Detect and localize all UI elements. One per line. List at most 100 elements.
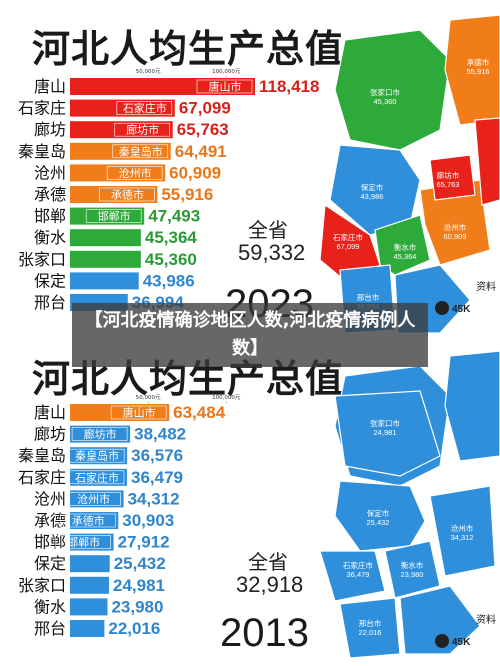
chart-panel-2023: 河北人均生产总值 张家口市 45,360 承德市 55,916 保定市 43,986 石家庄…	[17, 14, 500, 333]
scale-axis: 50,000元 100,000元	[136, 68, 241, 78]
bar-inner-label: 唐山市	[209, 80, 242, 94]
bar-row: 沧州 沧州市 34,312	[34, 489, 180, 508]
value-label: 24,981	[113, 576, 165, 595]
bar-inner-label: 石家庄市	[75, 470, 119, 484]
category-label: 唐山	[34, 403, 66, 422]
bar-label-box	[68, 470, 125, 485]
overlay-title: 【河北疫情确诊地区人数,河北疫情病例人数】	[72, 303, 428, 367]
bar-label-box	[116, 101, 173, 115]
map-label-name: 沧州市	[444, 222, 467, 232]
bar	[70, 512, 119, 529]
value-label: 45,360	[145, 250, 197, 269]
scale-label: 100,000元	[212, 394, 241, 401]
bar-label-box	[112, 144, 169, 159]
map-label-name: 张家口市	[370, 418, 400, 428]
bar-row: 保定 43,986	[34, 271, 195, 290]
bar	[70, 447, 128, 465]
value-label: 60,909	[169, 163, 221, 182]
bar	[70, 250, 141, 268]
bar	[70, 121, 173, 139]
value-label: 64,491	[175, 142, 227, 161]
bar	[70, 99, 175, 117]
value-label: 25,432	[114, 554, 166, 573]
bar-row: 石家庄 石家庄市 36,479	[18, 468, 183, 487]
category-label: 唐山	[34, 77, 66, 96]
map-label-value: 55,916	[467, 67, 490, 76]
badge-text: 45K	[452, 304, 471, 315]
bar-label-box	[106, 166, 163, 180]
bar-chart-2013: 张家口市24,981保定市25,432石家庄市36,479衡水市23,980沧州…	[18, 350, 500, 659]
map-label-name: 廊坊市	[437, 170, 460, 180]
map-label-value: 43,986	[361, 192, 384, 201]
bar-label-box	[65, 492, 121, 506]
map-label-name: 沧州市	[451, 523, 474, 533]
map-region	[399, 585, 481, 655]
map-region	[334, 29, 451, 151]
bar	[70, 576, 110, 594]
map-region	[429, 154, 476, 201]
category-label: 石家庄	[18, 99, 66, 118]
bar	[70, 78, 255, 95]
bar-inner-label: 承德市	[72, 514, 105, 528]
bar-label-box	[99, 187, 155, 202]
bar-inner-label: 邯郸市	[67, 535, 100, 549]
bar	[70, 404, 170, 421]
bar-inner-label: 秦皇岛市	[75, 449, 119, 463]
map-label-name: 衡水市	[401, 560, 424, 570]
category-label: 廊坊	[34, 425, 66, 444]
bar-row: 保定 25,432	[34, 554, 166, 573]
bar-row: 邯郸 邯郸市 47,493	[34, 207, 200, 226]
map-label-name: 石家庄市	[333, 232, 363, 242]
bar-inner-label: 唐山市	[123, 406, 156, 420]
value-label: 22,016	[108, 619, 160, 638]
bar-row: 秦皇岛 秦皇岛市 36,576	[18, 446, 183, 465]
bar-row: 承德 承德市 30,903	[34, 511, 174, 530]
badge-text-2: 资料	[476, 280, 496, 293]
map-label-name: 邢台市	[359, 618, 382, 628]
value-label: 36,576	[131, 446, 183, 465]
category-label: 邢台	[34, 619, 66, 638]
map-label-value: 36,479	[347, 570, 370, 579]
value-label: 55,916	[161, 185, 213, 204]
value-label: 118,418	[259, 77, 320, 96]
value-label: 30,903	[122, 511, 174, 530]
map-label-value: 25,432	[367, 518, 390, 527]
map-label-value: 22,016	[359, 628, 382, 637]
bar	[70, 425, 131, 443]
bar-label-box	[59, 513, 116, 528]
map-label-value: 34,312	[451, 533, 474, 542]
category-label: 邯郸	[34, 207, 66, 226]
category-label: 保定	[34, 554, 66, 573]
category-label: 沧州	[34, 163, 66, 182]
value-label: 43,986	[143, 271, 195, 290]
value-label: 65,763	[177, 120, 229, 139]
map-label-value: 23,980	[401, 570, 424, 579]
badge-text: 45K	[452, 637, 471, 648]
bar	[70, 598, 108, 616]
bar	[70, 229, 141, 247]
chart-panel-2013: 河北人均生产总值 张家口市 24,981 保定市 25,432 石家庄市 36,479 衡水…	[0, 336, 500, 666]
map-label-value: 67,099	[337, 242, 360, 251]
bar	[70, 555, 110, 573]
category-label: 廊坊	[34, 120, 66, 139]
category-label: 张家口	[18, 576, 66, 595]
scale-label: 50,000元	[136, 394, 161, 401]
bar-label-box	[196, 79, 253, 94]
badge-text-2: 资料	[476, 613, 496, 626]
map-label-name: 张家口市	[370, 87, 400, 97]
bar-inner-label: 邯郸市	[98, 209, 131, 223]
bar-row: 唐山 唐山市 63,484	[34, 403, 226, 422]
bar-inner-label: 沧州市	[119, 166, 152, 180]
category-label: 承德	[34, 511, 66, 530]
value-label: 47,493	[148, 207, 200, 226]
value-label: 36,479	[131, 468, 183, 487]
category-label: 衡水	[34, 597, 66, 616]
category-label: 沧州	[34, 489, 66, 508]
bar-label-box	[71, 427, 128, 441]
value-label: 23,980	[111, 597, 163, 616]
year-label: 2013	[220, 611, 309, 655]
chart-title: 河北人均生产总值	[32, 27, 345, 71]
bar-row: 邯郸 邯郸市 27,912	[34, 533, 170, 552]
bar-row: 张家口 24,981	[18, 576, 165, 595]
